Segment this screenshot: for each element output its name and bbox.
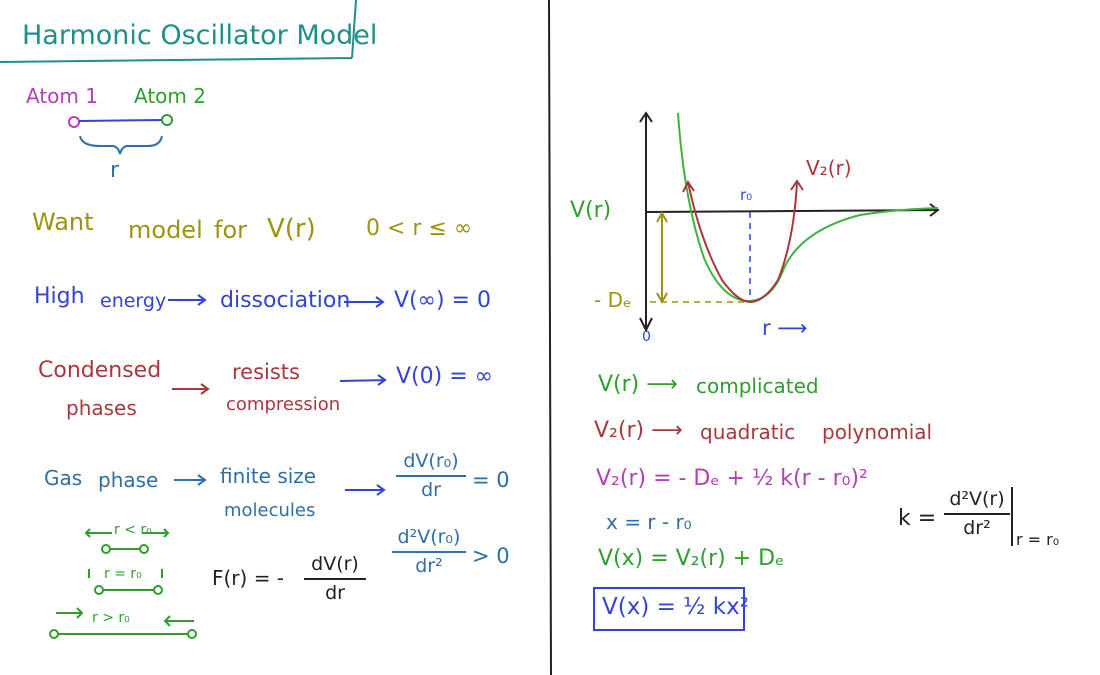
graph-origin-label: 0 [642,330,651,344]
y-axis [640,113,652,330]
dissociation-text: dissociation [220,290,350,312]
atom1-circle [69,117,79,127]
atom2-label: Atom 2 [134,86,206,106]
phase-text: phase [98,470,158,490]
second-derivative-fraction: d²V(r₀) dr² [392,528,466,576]
force-denominator: dr [304,584,366,603]
first-derivative-denominator: dr [396,481,466,500]
second-derivative-denominator: dr² [392,557,466,576]
k-def-evaluation-point: r = r₀ [1016,532,1059,548]
spring-case-equilibrium: r = r₀ [104,567,142,581]
phases-text: phases [66,398,137,418]
condensed-text: Condensed [38,360,161,382]
arrow-icon [340,375,385,385]
atom1-label: Atom 1 [26,86,98,106]
eq4-displacement: x = r - r₀ [606,512,692,532]
eq2-polynomial: polynomial [822,422,932,442]
model-text: model [128,218,203,242]
page-title: Harmonic Oscillator Model [22,22,377,49]
graph-y-label: V(r) [570,200,611,222]
resists-text: resists [232,362,300,383]
second-derivative-numerator: d²V(r₀) [392,528,466,547]
spring-case-compressed: r < r₀ [114,523,152,537]
gas-text: Gas [44,468,82,488]
spring-case-stretched: r > r₀ [92,611,130,625]
k-def-fraction: d²V(r) dr² [944,490,1010,538]
atom2-circle [162,115,172,125]
eq6-harmonic-potential: V(x) = ½ kx² [602,596,749,619]
page-divider [549,0,551,675]
arrow-icon [174,475,205,485]
graph-v2-label: V₂(r) [806,158,852,178]
domain-range: 0 < r ≤ ∞ [366,218,472,240]
v-infinity-eq: V(∞) = 0 [394,290,491,312]
arrow-icon [168,295,205,305]
bond-line [79,120,162,121]
arrow-icon [345,485,384,495]
want-text: Want [32,210,94,234]
first-derivative-rhs: = 0 [472,470,510,491]
eq5-shifted-potential: V(x) = V₂(r) + Dₑ [598,548,784,570]
compression-text: compression [226,396,340,414]
eq2-lhs: V₂(r) ⟶ [594,420,683,442]
k-def-numerator: d²V(r) [944,490,1010,509]
high-text: High [34,286,85,308]
finite-size-text: finite size [220,466,316,486]
first-derivative-fraction: dV(r₀) dr [396,452,466,500]
eq2-quadratic: quadratic [700,422,795,442]
second-derivative-rhs: > 0 [472,546,510,567]
k-def-denominator: dr² [944,519,1010,538]
k-def-lhs: k = [898,508,936,530]
potential-label: V(r) [267,216,316,242]
molecules-text: molecules [224,502,315,520]
arrow-icon [172,384,208,394]
first-derivative-numerator: dV(r₀) [396,452,466,471]
force-lhs: F(r) = - [212,568,284,588]
morse-potential-curve [678,113,938,301]
v-zero-eq: V(0) = ∞ [396,366,493,388]
eq1-rhs: complicated [696,376,819,396]
de-arrow [657,213,667,302]
graph-de-label: - Dₑ [594,290,631,310]
bond-brace [80,136,162,154]
eq1-lhs: V(r) ⟶ [598,374,678,396]
graph-r0-label: r₀ [740,188,752,203]
force-fraction: dV(r) dr [304,555,366,603]
bond-length-label: r [110,160,119,182]
energy-text: energy [100,292,166,311]
force-numerator: dV(r) [304,555,366,574]
eq3-shifted-quadratic: V₂(r) = - Dₑ + ½ k(r - r₀)² [596,468,868,490]
for-text: for [214,218,247,242]
graph-x-label: r ⟶ [762,318,807,339]
